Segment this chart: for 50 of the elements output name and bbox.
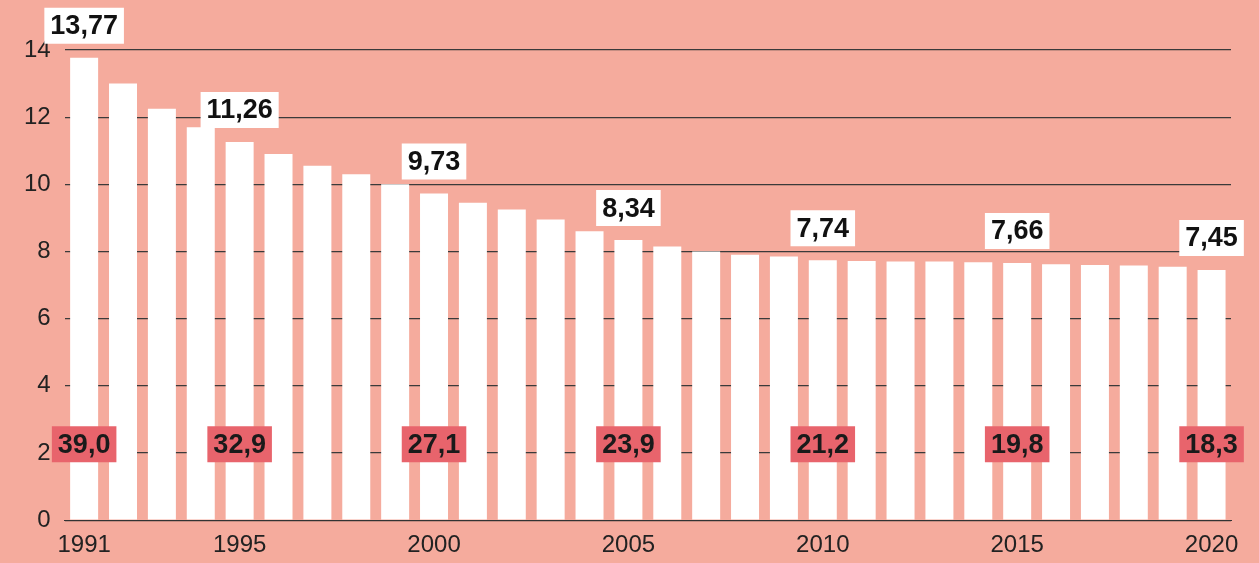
bar — [1158, 266, 1187, 520]
y-tick-label: 0 — [37, 504, 51, 532]
bar — [692, 251, 721, 520]
annotation: 39,0 — [57, 428, 111, 459]
bar — [497, 209, 526, 520]
annotation: 19,8 — [990, 428, 1044, 459]
x-tick-label: 2000 — [407, 530, 461, 558]
y-tick-label: 2 — [37, 437, 51, 465]
annotation: 18,3 — [1185, 428, 1238, 459]
annotation: 27,1 — [407, 428, 461, 459]
x-tick-label: 2015 — [990, 530, 1044, 558]
data-label: 8,34 — [602, 192, 655, 223]
y-tick-label: 10 — [23, 168, 51, 196]
x-tick-label: 2005 — [601, 530, 656, 558]
bar — [147, 108, 176, 520]
x-tick-label: 2020 — [1184, 530, 1239, 558]
data-label: 9,73 — [407, 145, 461, 176]
x-tick-label: 1991 — [57, 530, 111, 558]
y-tick-label: 8 — [37, 236, 51, 264]
data-label: 7,45 — [1185, 222, 1238, 253]
annotation: 32,9 — [213, 428, 266, 459]
bar — [575, 231, 604, 520]
bar — [458, 202, 487, 520]
bar — [925, 261, 954, 520]
data-label: 11,26 — [206, 94, 273, 125]
y-tick-label: 4 — [37, 370, 51, 398]
bar — [1080, 264, 1109, 520]
bar — [1042, 264, 1071, 520]
bar — [847, 260, 876, 520]
bar — [1119, 265, 1148, 520]
bar — [731, 254, 760, 520]
bar — [769, 256, 798, 520]
bar — [886, 261, 915, 520]
x-tick-label: 1995 — [212, 530, 267, 558]
data-label: 7,74 — [796, 212, 850, 243]
bar — [342, 174, 371, 520]
bar — [264, 154, 293, 520]
bar — [536, 219, 565, 520]
bar — [964, 262, 993, 520]
annotation: 23,9 — [602, 428, 655, 459]
data-label: 13,77 — [50, 10, 118, 41]
bar — [381, 184, 410, 520]
bar — [653, 246, 682, 520]
data-label: 7,66 — [990, 215, 1044, 246]
x-tick-label: 2010 — [796, 530, 850, 558]
bar — [303, 165, 332, 520]
annotation: 21,2 — [796, 428, 850, 459]
bar — [109, 83, 138, 520]
y-tick-label: 6 — [37, 303, 51, 331]
y-tick-label: 12 — [23, 101, 51, 129]
